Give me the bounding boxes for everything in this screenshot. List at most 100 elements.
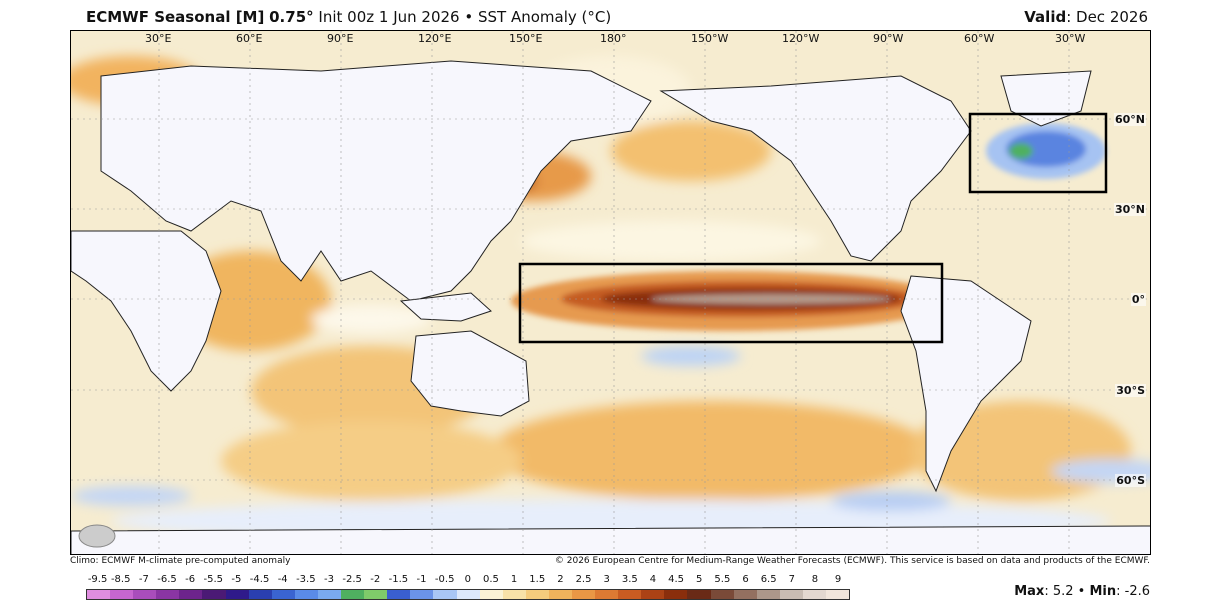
colorbar-swatch [733, 590, 757, 599]
lon-label: 150°W [691, 32, 729, 45]
map-title: ECMWF Seasonal [M] 0.75° Init 00z 1 Jun … [86, 8, 611, 26]
lat-label: 0° [1130, 293, 1146, 306]
lon-label: 30°W [1055, 32, 1086, 45]
copyright-note: © 2026 European Centre for Medium-Range … [554, 556, 1150, 566]
colorbar-swatch [456, 590, 480, 599]
north-atlantic-box [968, 112, 1108, 194]
colorbar-swatch [826, 590, 850, 599]
colorbar-tick-label: -6.5 [157, 574, 177, 585]
colorbar-swatch [479, 590, 503, 599]
weatherbell-logo [77, 523, 147, 553]
colorbar-tick-label: -5 [231, 574, 242, 585]
colorbar-swatch [687, 590, 711, 599]
colorbar-tick-label: -3.5 [296, 574, 316, 585]
colorbar-tick-label: 5 [696, 574, 703, 585]
atlantic-cold-anomaly [986, 123, 1106, 179]
colorbar-swatch [710, 590, 734, 599]
colorbar-tick-label: 3.5 [621, 574, 638, 585]
colorbar-tick-label: 5.5 [714, 574, 731, 585]
max-label: Max [1014, 584, 1045, 599]
colorbar-swatch [548, 590, 572, 599]
lat-label: 30°N [1113, 203, 1146, 216]
map-canvas [71, 31, 1150, 554]
colorbar-swatch [156, 590, 180, 599]
valid-value: : Dec 2026 [1066, 8, 1148, 26]
logo-icon [78, 524, 116, 548]
indonesia [399, 292, 492, 322]
lon-label: 90°W [873, 32, 904, 45]
colorbar-ticks: -9.5 -8.5 -7 -6.5 -6 -5.5 -5 -4.5 -4 -3.5 -3 -2.5 -2… [86, 574, 850, 585]
lat-label: 60°N [1113, 113, 1146, 126]
colorbar-tick-label: 4.5 [668, 574, 685, 585]
valid-time: Valid: Dec 2026 [1024, 8, 1148, 26]
climo-note: Climo: ECMWF M-climate pre-computed anom… [70, 556, 291, 566]
colorbar-swatch [641, 590, 665, 599]
colorbar-tick-label: 6.5 [760, 574, 777, 585]
north-america [659, 75, 972, 262]
colorbar-tick-label: -2.5 [342, 574, 362, 585]
colorbar-tick-label: 4 [649, 574, 657, 585]
colorbar-tick-label: -9.5 [87, 574, 108, 585]
colorbar-tick-label: 6 [742, 574, 749, 585]
colorbar-tick-label: 1.5 [529, 574, 546, 585]
colorbar-tick-label: 2.5 [575, 574, 592, 585]
max-min-readout: Max: 5.2 • Min: -2.6 [1014, 584, 1150, 599]
colorbar-tick-label: 7 [788, 574, 795, 585]
colorbar-swatch [364, 590, 388, 599]
colorbar-swatch [595, 590, 619, 599]
colorbar-tick-label: -4 [277, 574, 288, 585]
land-masses [71, 60, 1150, 554]
lon-label: 60°E [236, 32, 263, 45]
greenland [1000, 70, 1092, 127]
graticule [71, 31, 1150, 554]
title-product: SST Anomaly (°C) [478, 8, 612, 26]
australia [410, 330, 530, 417]
title-bullet: • [464, 8, 478, 26]
nino-region-box [518, 262, 944, 344]
lat-label: 30°S [1115, 384, 1146, 397]
colorbar-swatch [525, 590, 549, 599]
min-label: Min [1089, 584, 1117, 599]
valid-label: Valid [1024, 8, 1067, 26]
colorbar-tick-label: 1 [510, 574, 518, 585]
antarctica [71, 525, 1150, 554]
colorbar-swatch [87, 590, 111, 599]
colorbar-swatch [202, 590, 226, 599]
colorbar-swatch [802, 590, 826, 599]
colorbar-tick-label: -1 [416, 574, 427, 585]
title-resolution: 0.75° [269, 8, 314, 26]
lon-label: 30°E [145, 32, 172, 45]
lon-label: 180° [600, 32, 627, 45]
colorbar-swatch [433, 590, 457, 599]
colorbar-tick-label: 2 [557, 574, 564, 585]
max-value: : 5.2 [1044, 584, 1074, 599]
colorbar-swatch [618, 590, 642, 599]
colorbar-tick-label: 0.5 [483, 574, 499, 585]
colorbar-swatch [294, 590, 318, 599]
colorbar-swatch [664, 590, 688, 599]
colorbar-tick-label: -0.5 [434, 574, 455, 585]
maxmin-sep: • [1073, 584, 1090, 599]
colorbar-tick-label: 0 [464, 574, 471, 585]
colorbar-tick-label: -4.5 [249, 574, 270, 585]
colorbar [86, 589, 850, 600]
lon-label: 120°W [782, 32, 820, 45]
colorbar-swatch [387, 590, 411, 599]
colorbar-swatch [179, 590, 203, 599]
colorbar-tick-label: -6 [185, 574, 196, 585]
lon-label: 60°W [964, 32, 995, 45]
title-init: Init 00z 1 Jun 2026 [318, 8, 460, 26]
colorbar-swatch [225, 590, 249, 599]
colorbar-swatch [110, 590, 134, 599]
colorbar-tick-label: -3 [323, 574, 334, 585]
colorbar-tick-label: -8.5 [110, 574, 131, 585]
colorbar-swatch [779, 590, 803, 599]
africa [71, 230, 222, 392]
lon-label: 150°E [509, 32, 543, 45]
colorbar-tick-label: -5.5 [203, 574, 224, 585]
nino-plume [511, 271, 951, 331]
colorbar-tick-label: -7 [138, 574, 149, 585]
min-value: : -2.6 [1116, 584, 1150, 599]
lon-label: 90°E [327, 32, 354, 45]
colorbar-swatch [271, 590, 295, 599]
